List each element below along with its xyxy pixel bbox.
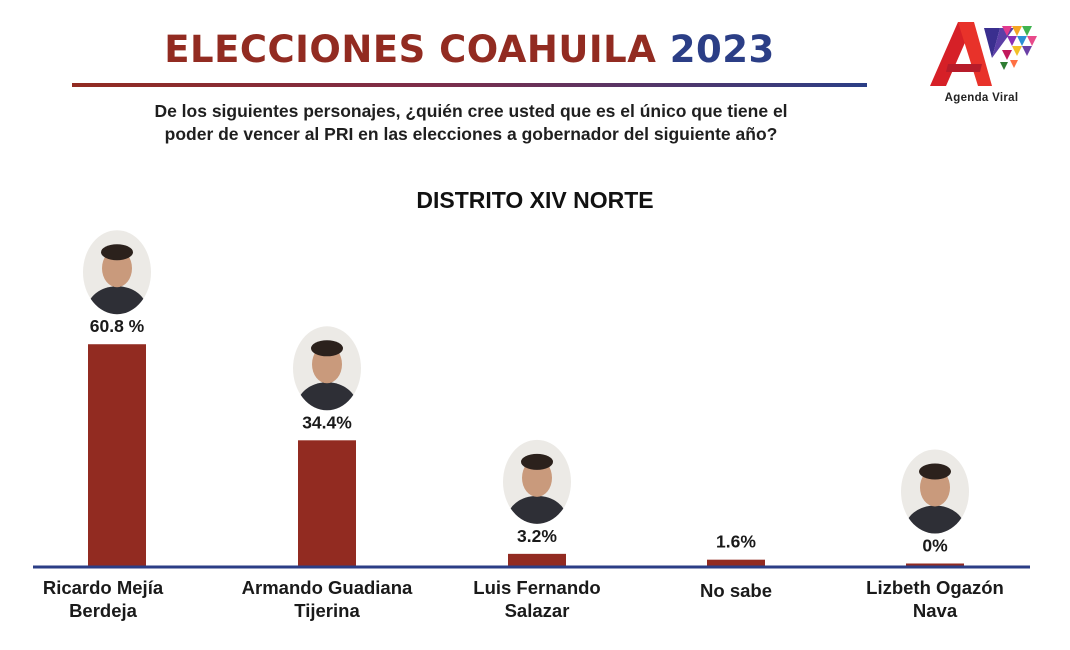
category-label: Ricardo Mejía — [43, 577, 164, 598]
category-label: Nava — [913, 600, 958, 621]
bar — [508, 553, 566, 566]
category-label: Tijerina — [294, 600, 360, 621]
candidate-photo — [503, 439, 571, 524]
title-year: 2023 — [669, 28, 775, 71]
title-underline — [72, 83, 867, 87]
agenda-viral-logo — [930, 22, 1037, 86]
value-label: 3.2% — [517, 526, 557, 546]
value-label: 60.8 % — [90, 316, 145, 336]
chart-title: DISTRITO XIV NORTE — [416, 187, 654, 213]
category-label: Luis Fernando — [473, 577, 600, 598]
page-title: ELECCIONES COAHUILA 2023 — [72, 26, 867, 74]
value-label: 34.4% — [302, 412, 352, 432]
bar — [298, 440, 356, 566]
value-label: 0% — [922, 536, 948, 556]
category-label: Armando Guadiana — [242, 577, 413, 598]
category-label: Salazar — [505, 600, 570, 621]
bar — [906, 563, 964, 566]
survey-question: De los siguientes personajes, ¿quién cre… — [154, 101, 788, 144]
value-label: 1.6% — [716, 532, 756, 552]
candidate-photo — [901, 449, 969, 534]
category-label: Berdeja — [69, 600, 138, 621]
category-label: No sabe — [700, 580, 772, 601]
category-label: Lizbeth Ogazón — [866, 577, 1004, 598]
title-main: ELECCIONES COAHUILA — [164, 28, 657, 71]
candidate-photo — [293, 326, 361, 411]
candidate-photo — [83, 230, 151, 315]
bar — [88, 344, 146, 566]
logo-text: Agenda Viral — [944, 92, 1019, 104]
bar — [707, 559, 765, 566]
